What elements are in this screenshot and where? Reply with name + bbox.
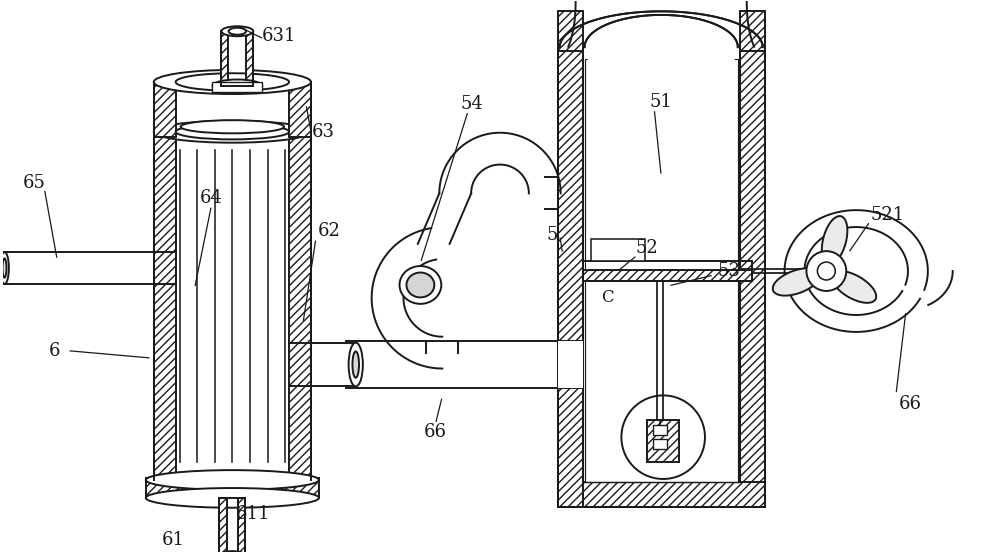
Text: 54: 54 — [461, 95, 484, 113]
Circle shape — [621, 395, 705, 479]
Bar — [583, 261, 752, 281]
Ellipse shape — [0, 252, 9, 284]
Text: 66: 66 — [898, 395, 921, 413]
Ellipse shape — [154, 70, 311, 94]
Ellipse shape — [349, 343, 363, 387]
Bar — [219, 498, 245, 553]
Bar — [246, 31, 253, 86]
Bar — [585, 59, 738, 482]
Bar — [212, 82, 262, 92]
Ellipse shape — [154, 121, 311, 143]
Circle shape — [806, 251, 846, 291]
Bar — [653, 439, 667, 449]
Bar — [558, 341, 583, 388]
Text: C: C — [601, 289, 614, 306]
Text: 6: 6 — [49, 342, 60, 359]
Text: 64: 64 — [200, 189, 223, 207]
Text: 521: 521 — [871, 206, 905, 225]
Bar — [558, 388, 583, 507]
Ellipse shape — [832, 271, 876, 303]
Ellipse shape — [352, 351, 359, 378]
Text: 65: 65 — [23, 174, 46, 192]
Bar — [653, 425, 667, 435]
Ellipse shape — [221, 26, 253, 36]
Text: 61: 61 — [162, 531, 185, 549]
Bar — [154, 82, 176, 137]
Bar — [583, 47, 740, 482]
Bar — [221, 31, 253, 86]
Ellipse shape — [822, 216, 847, 264]
Bar — [558, 47, 583, 507]
Text: 51: 51 — [650, 93, 673, 111]
Bar — [221, 31, 228, 86]
Bar — [238, 498, 245, 553]
Circle shape — [587, 0, 736, 122]
Ellipse shape — [146, 488, 319, 508]
Ellipse shape — [3, 258, 6, 278]
Bar — [176, 132, 289, 480]
Ellipse shape — [400, 266, 441, 304]
Bar — [289, 132, 311, 480]
Bar — [219, 498, 227, 553]
Bar — [583, 270, 752, 281]
Bar — [289, 82, 311, 137]
Ellipse shape — [212, 80, 262, 92]
Ellipse shape — [219, 551, 245, 553]
Ellipse shape — [176, 124, 289, 139]
Bar — [228, 31, 246, 86]
Text: 631: 631 — [262, 27, 296, 45]
Ellipse shape — [773, 268, 820, 296]
Text: 53: 53 — [717, 262, 740, 280]
Text: 66: 66 — [424, 423, 447, 441]
Text: 52: 52 — [636, 239, 659, 257]
Ellipse shape — [176, 73, 289, 91]
Bar — [154, 132, 176, 480]
Ellipse shape — [181, 120, 284, 133]
Bar — [558, 12, 583, 51]
Text: 63: 63 — [311, 123, 334, 140]
Bar — [740, 12, 765, 51]
Bar — [740, 47, 765, 507]
Bar — [591, 239, 645, 261]
Bar — [558, 482, 765, 507]
Bar — [176, 82, 289, 137]
Text: 5: 5 — [546, 226, 557, 244]
Ellipse shape — [406, 273, 434, 298]
Ellipse shape — [229, 28, 246, 35]
Circle shape — [817, 262, 835, 280]
Text: 611: 611 — [236, 505, 270, 523]
Ellipse shape — [146, 470, 319, 490]
Bar — [146, 478, 319, 498]
Bar — [647, 420, 679, 462]
Text: 62: 62 — [317, 222, 340, 240]
